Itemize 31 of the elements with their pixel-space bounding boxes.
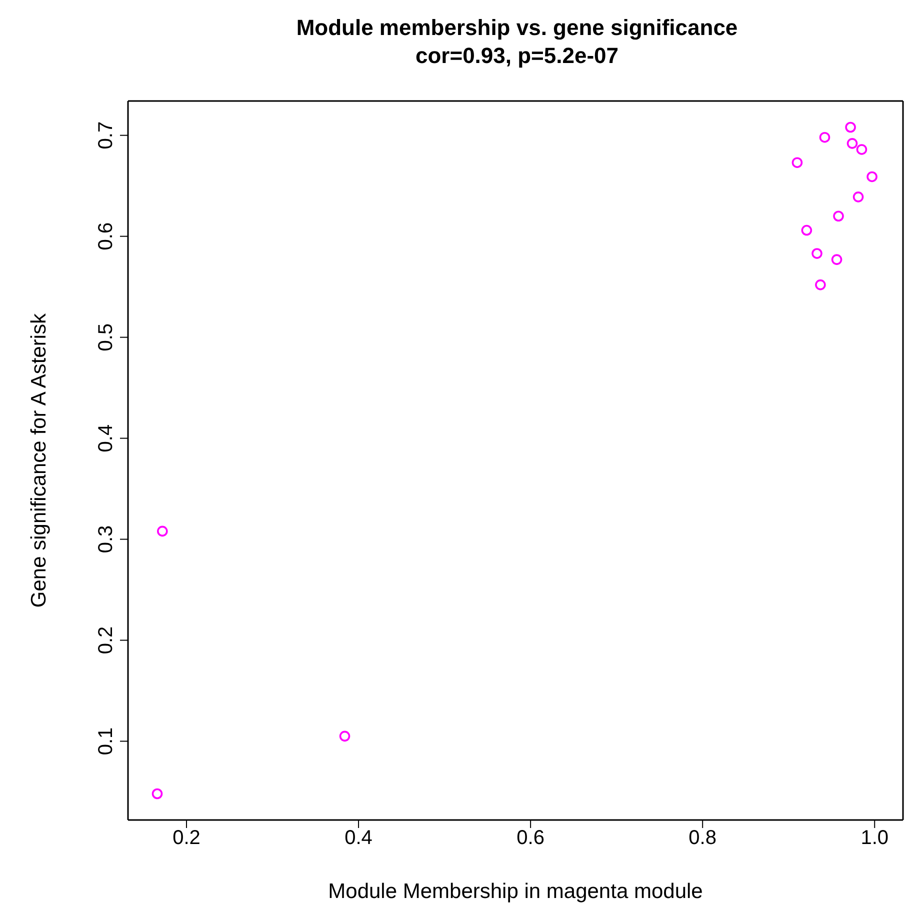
- point: [792, 157, 803, 168]
- x-axis-title: Module Membership in magenta module: [328, 880, 703, 903]
- y-axis-title: Gene significance for A Asterisk: [27, 312, 50, 608]
- x-tick-label: 0.4: [344, 827, 372, 850]
- y-tick-label: 0.2: [95, 626, 117, 654]
- point: [157, 526, 168, 537]
- chart-subtitle: cor=0.93, p=5.2e-07: [414, 42, 620, 70]
- point: [812, 248, 822, 259]
- point: [866, 171, 878, 182]
- x-tick-label: 1.0: [860, 827, 889, 850]
- point: [831, 254, 842, 265]
- y-tick-label: 0.6: [95, 222, 117, 250]
- y-tick-label: 0.3: [95, 525, 117, 554]
- y-tick-label: 0.4: [95, 424, 117, 452]
- point: [815, 279, 826, 290]
- point: [845, 122, 856, 133]
- point: [833, 210, 844, 222]
- chart-title: Module membership vs. gene significance: [295, 14, 739, 42]
- x-tick-label: 0.6: [516, 827, 544, 850]
- x-tick-label: 0.2: [172, 827, 200, 850]
- point: [852, 192, 864, 202]
- y-tick-label: 0.1: [95, 727, 117, 756]
- x-tick-label: 0.8: [688, 827, 716, 850]
- point: [846, 138, 858, 149]
- y-tick-label: 0.7: [95, 121, 117, 150]
- point: [819, 132, 830, 143]
- point: [856, 144, 868, 155]
- y-tick-label: 0.5: [95, 323, 117, 352]
- point: [152, 788, 163, 800]
- point: [801, 224, 812, 236]
- point: [339, 730, 350, 742]
